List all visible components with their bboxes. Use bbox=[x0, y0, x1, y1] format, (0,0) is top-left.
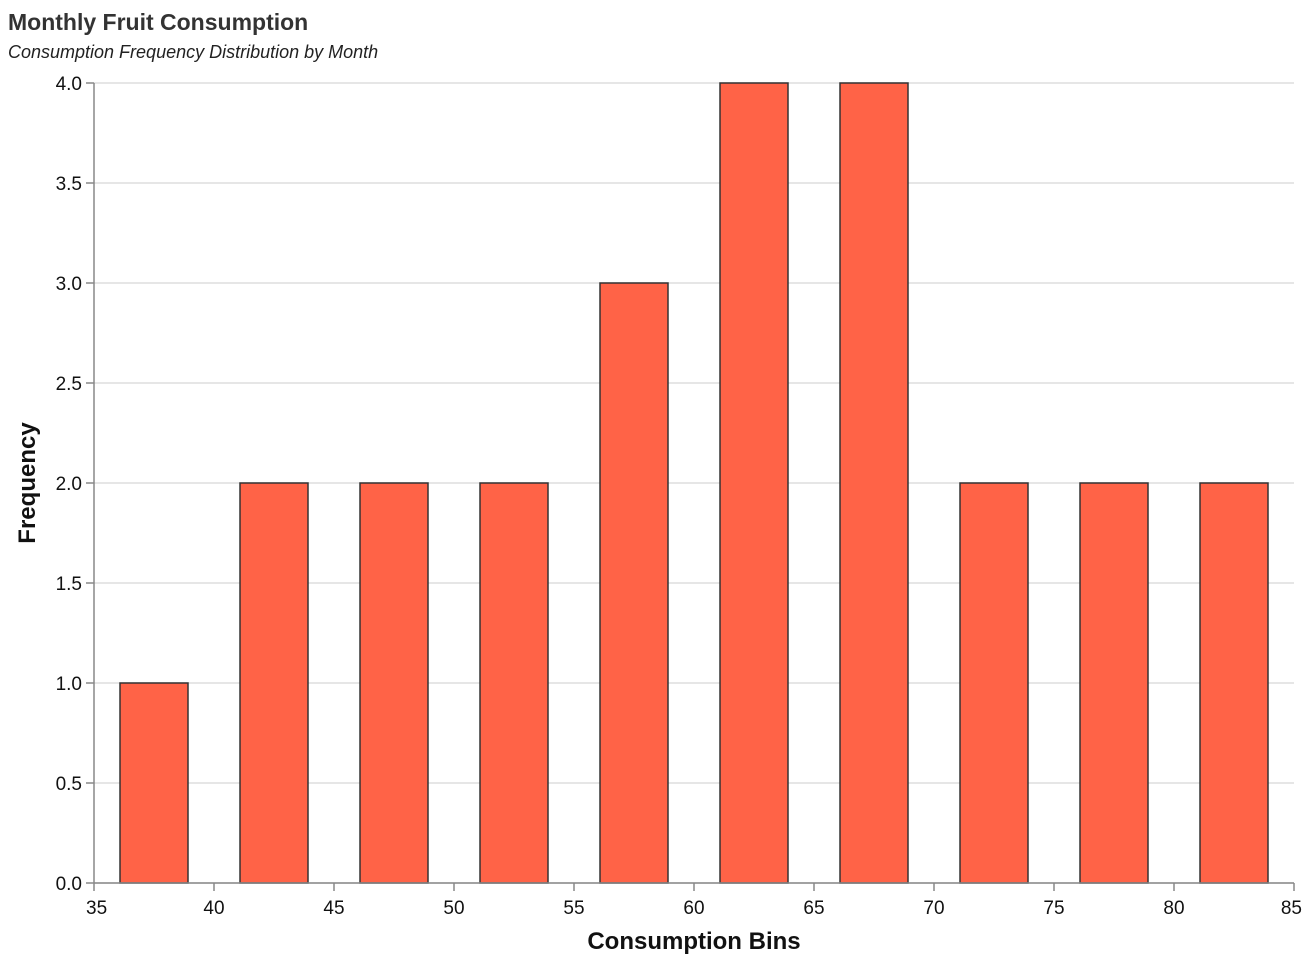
y-tick-label: 0.0 bbox=[56, 874, 82, 895]
bars bbox=[119, 82, 1269, 884]
x-tick-label: 40 bbox=[203, 898, 224, 919]
histogram-bar bbox=[1079, 482, 1149, 884]
histogram-bar bbox=[959, 482, 1029, 884]
y-tick-label: 0.5 bbox=[56, 774, 82, 795]
y-tick-label: 4.0 bbox=[56, 74, 82, 95]
y-tick-label: 3.0 bbox=[56, 274, 82, 295]
chart-title: Monthly Fruit Consumption bbox=[8, 9, 308, 35]
x-tick-label: 65 bbox=[803, 898, 824, 919]
y-tick-label: 2.5 bbox=[56, 374, 82, 395]
x-tick-label: 55 bbox=[563, 898, 584, 919]
x-tick-label: 70 bbox=[923, 898, 944, 919]
histogram-bar bbox=[359, 482, 429, 884]
histogram-bar bbox=[839, 82, 909, 884]
histogram-bar bbox=[599, 282, 669, 884]
y-tick-label: 3.5 bbox=[56, 174, 82, 195]
y-tick-label: 2.0 bbox=[56, 474, 82, 495]
histogram-bar bbox=[119, 682, 189, 884]
x-tick-label: 75 bbox=[1043, 898, 1064, 919]
axes: 0.0 0.5 1.0 1.5 2.0 2.5 3.0 3.5 4.0 35 40 45 50 55 60 6… bbox=[56, 74, 1302, 919]
histogram-bar bbox=[1199, 482, 1269, 884]
x-tick-label: 45 bbox=[323, 898, 344, 919]
x-tick-label: 80 bbox=[1163, 898, 1184, 919]
y-tick-label: 1.5 bbox=[56, 574, 82, 595]
x-tick-label: 50 bbox=[443, 898, 464, 919]
y-tick-label: 1.0 bbox=[56, 674, 82, 695]
x-tick-label: 85 bbox=[1281, 898, 1302, 919]
histogram-bar bbox=[239, 482, 309, 884]
x-tick-label: 35 bbox=[86, 898, 107, 919]
histogram-bar bbox=[479, 482, 549, 884]
x-axis-title: Consumption Bins bbox=[587, 928, 800, 955]
x-tick-label: 60 bbox=[683, 898, 704, 919]
chart-subtitle: Consumption Frequency Distribution by Mo… bbox=[8, 42, 378, 62]
histogram-bar bbox=[719, 82, 789, 884]
y-axis-title: Frequency bbox=[14, 422, 41, 544]
